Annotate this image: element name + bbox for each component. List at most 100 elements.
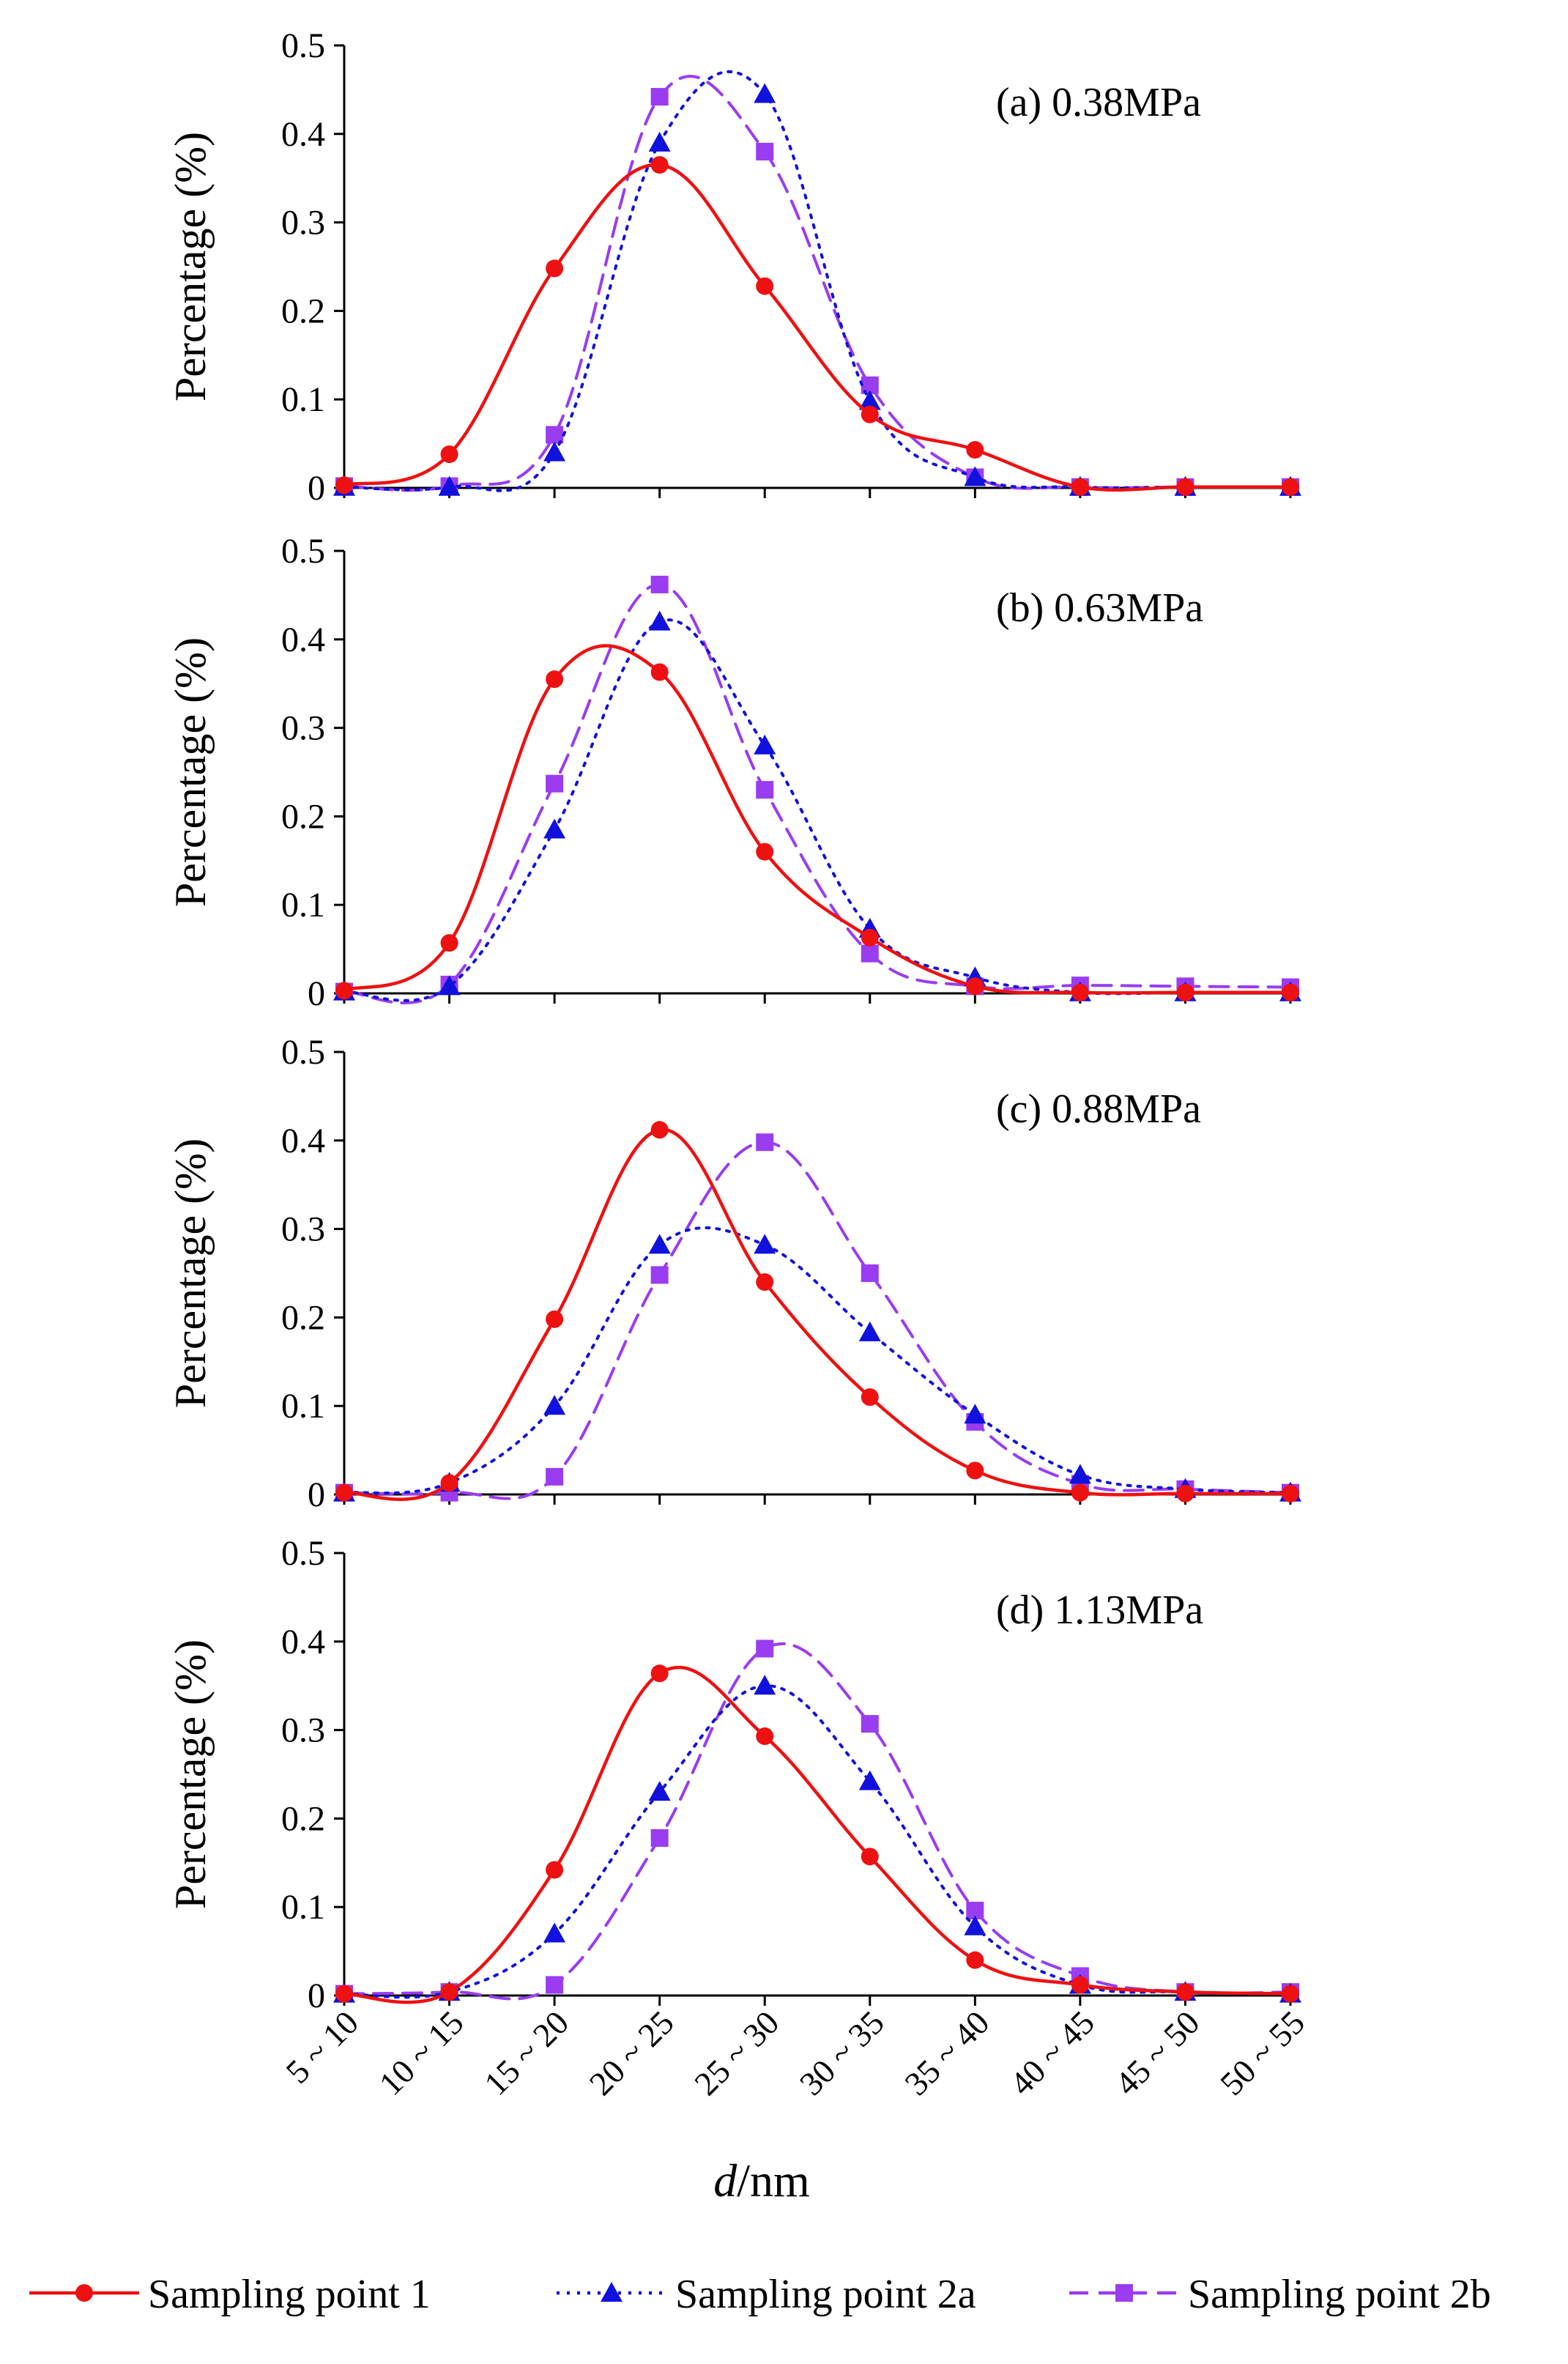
data-point <box>756 842 774 861</box>
y-tick-label: 0.3 <box>281 204 325 242</box>
series-line <box>343 75 1292 492</box>
data-point <box>754 734 776 755</box>
data-point <box>543 1395 566 1415</box>
legend-label: Sampling point 2b <box>1188 2272 1491 2317</box>
y-tick-label: 0.3 <box>281 1210 325 1249</box>
y-axis-title: Percentage (%) <box>166 1138 215 1408</box>
data-point <box>1176 1484 1194 1502</box>
y-tick-label: 0.1 <box>281 380 325 419</box>
data-point <box>1176 478 1194 496</box>
series-line <box>343 1642 1292 2001</box>
chart-panels: 0 0.1 0.2 0.3 0.4 0.5 Percentage (%) (a) 0.38MP… <box>166 26 1301 2015</box>
y-tick-label: 0.5 <box>281 26 325 65</box>
data-point <box>858 1321 881 1341</box>
panel-title: (c) 0.88MPa <box>996 1086 1201 1132</box>
y-tick-label: 0 <box>308 469 325 508</box>
data-point <box>438 475 461 496</box>
data-point <box>650 1121 669 1139</box>
series-line <box>343 1684 1292 1999</box>
series-3 <box>335 575 1299 1004</box>
series-line <box>343 1141 1292 1500</box>
y-tick-label: 0.5 <box>281 1033 325 1072</box>
data-point <box>335 1483 353 1502</box>
data-point <box>546 1976 564 1994</box>
x-axis-title: d/nm <box>713 2154 810 2206</box>
y-tick-label: 0 <box>308 1475 325 1514</box>
y-axis-title: Percentage (%) <box>166 1639 215 1909</box>
data-point <box>648 1781 671 1801</box>
data-point <box>440 934 458 952</box>
panel-title: (b) 0.63MPa <box>996 585 1203 631</box>
legend-marker <box>75 2284 93 2302</box>
series-1 <box>335 1121 1299 1502</box>
y-tick-label: 0.4 <box>281 1122 325 1160</box>
data-point <box>861 1264 879 1282</box>
x-tick-label: 30 ~ 35 <box>792 2004 891 2102</box>
y-tick-label: 0.2 <box>281 1298 325 1337</box>
y-tick-label: 0.4 <box>281 620 325 659</box>
legend: Sampling point 1 Sampling point 2a Samplin… <box>29 2272 1491 2317</box>
y-tick-label: 0.3 <box>281 709 325 748</box>
data-point <box>1069 1464 1091 1484</box>
data-point <box>756 1133 774 1152</box>
y-axis-title: Percentage (%) <box>166 637 215 907</box>
series-line <box>343 70 1292 492</box>
x-tick-label: 25 ~ 30 <box>687 2004 786 2102</box>
data-point <box>546 259 564 278</box>
data-point <box>756 277 774 295</box>
data-point <box>861 928 879 946</box>
data-point <box>1071 478 1089 496</box>
series-line <box>342 1666 1293 2004</box>
series-3 <box>335 75 1299 496</box>
x-tick-label: 10 ~ 15 <box>372 2004 471 2102</box>
y-tick-label: 0.1 <box>281 1888 325 1927</box>
legend-label: Sampling point 2a <box>675 2272 976 2317</box>
data-point <box>650 156 669 174</box>
series-line <box>343 582 1292 1004</box>
data-point <box>966 1461 984 1480</box>
data-point <box>858 1770 881 1790</box>
legend-label: Sampling point 1 <box>148 2272 431 2317</box>
data-point <box>650 1828 669 1847</box>
data-point <box>861 405 879 423</box>
data-point <box>1176 1983 1194 2001</box>
data-point <box>650 575 669 593</box>
data-point <box>1282 1484 1299 1502</box>
data-point <box>861 1388 879 1407</box>
series-1 <box>335 644 1299 1001</box>
data-point <box>1176 983 1194 1001</box>
legend-marker <box>1115 2284 1133 2302</box>
data-point <box>1282 1985 1299 2003</box>
data-point <box>440 1983 458 2001</box>
data-point <box>1282 478 1299 496</box>
panel-title: (a) 0.38MPa <box>996 80 1201 125</box>
data-point <box>335 476 353 494</box>
data-point <box>335 1985 353 2003</box>
legend-item-2: Sampling point 2a <box>557 2272 976 2317</box>
panel-title: (d) 1.13MPa <box>996 1587 1203 1633</box>
data-point <box>966 441 984 459</box>
data-point <box>648 131 671 152</box>
data-point <box>648 1234 671 1254</box>
y-tick-label: 0 <box>308 1976 325 2015</box>
x-tick-label: 50 ~ 55 <box>1213 2004 1312 2102</box>
series-line <box>342 1127 1293 1501</box>
data-point <box>440 445 458 464</box>
data-point <box>861 1848 879 1866</box>
series-line <box>342 644 1293 995</box>
series-line <box>343 618 1292 1002</box>
data-point <box>754 83 776 103</box>
y-tick-label: 0.1 <box>281 1387 325 1426</box>
data-point <box>546 1861 564 1879</box>
data-point <box>964 1404 986 1424</box>
data-point <box>861 1715 879 1733</box>
series-line <box>342 163 1293 492</box>
data-point <box>440 1474 458 1492</box>
y-tick-label: 0.5 <box>281 532 325 571</box>
series-line <box>343 1226 1292 1495</box>
y-tick-label: 0.2 <box>281 797 325 836</box>
data-point <box>1071 1976 1089 1994</box>
data-point <box>543 818 566 839</box>
series-3 <box>335 1639 1299 2003</box>
panel-2: 0 0.1 0.2 0.3 0.4 0.5 Percentage (%) (b) 0.63MP… <box>166 532 1301 1013</box>
